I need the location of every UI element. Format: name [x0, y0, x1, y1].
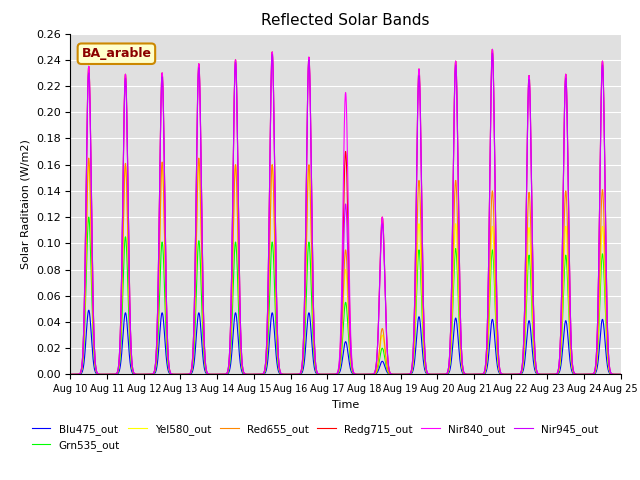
- Nir840_out: [575, 372, 583, 377]
- Redg715_out: [575, 372, 583, 377]
- Nir945_out: [470, 372, 477, 377]
- Nir945_out: [360, 372, 368, 377]
- Yel580_out: [470, 372, 477, 377]
- Red655_out: [68, 372, 76, 377]
- Yel580_out: [617, 372, 625, 377]
- Nir945_out: [488, 50, 496, 56]
- Blu475_out: [85, 307, 93, 313]
- Yel580_out: [353, 372, 360, 377]
- Grn535_out: [575, 372, 583, 377]
- Redg715_out: [248, 372, 255, 377]
- Grn535_out: [421, 364, 429, 370]
- Line: Blu475_out: Blu475_out: [70, 310, 621, 374]
- Grn535_out: [353, 372, 360, 377]
- Nir945_out: [67, 372, 74, 377]
- Yel580_out: [67, 372, 74, 377]
- Yel580_out: [421, 362, 429, 368]
- Blu475_out: [67, 372, 74, 377]
- Yel580_out: [68, 372, 76, 377]
- Nir840_out: [67, 372, 74, 377]
- Redg715_out: [470, 372, 477, 377]
- Grn535_out: [470, 372, 477, 377]
- Redg715_out: [360, 372, 368, 377]
- Nir840_out: [421, 351, 429, 357]
- Blu475_out: [575, 372, 583, 377]
- Line: Redg715_out: Redg715_out: [70, 49, 621, 374]
- Blu475_out: [360, 372, 368, 377]
- Grn535_out: [617, 372, 625, 377]
- Nir840_out: [617, 372, 625, 377]
- Line: Red655_out: Red655_out: [70, 158, 621, 374]
- Grn535_out: [248, 372, 255, 377]
- Yel580_out: [85, 162, 93, 168]
- Nir945_out: [617, 372, 625, 377]
- Nir945_out: [353, 372, 360, 377]
- Red655_out: [353, 372, 360, 377]
- Title: Reflected Solar Bands: Reflected Solar Bands: [261, 13, 430, 28]
- Blu475_out: [470, 372, 477, 377]
- Redg715_out: [421, 351, 429, 357]
- Red655_out: [248, 372, 255, 377]
- Yel580_out: [575, 372, 583, 377]
- Blu475_out: [248, 372, 255, 377]
- Yel580_out: [360, 372, 368, 377]
- Blu475_out: [617, 372, 625, 377]
- Grn535_out: [68, 372, 76, 377]
- Grn535_out: [85, 214, 93, 220]
- Legend: Blu475_out, Grn535_out, Yel580_out, Red655_out, Redg715_out, Nir840_out, Nir945_: Blu475_out, Grn535_out, Yel580_out, Red6…: [31, 424, 598, 451]
- Line: Grn535_out: Grn535_out: [70, 217, 621, 374]
- Blu475_out: [353, 372, 360, 377]
- Red655_out: [421, 360, 429, 365]
- Nir840_out: [360, 372, 368, 377]
- Nir945_out: [68, 372, 76, 377]
- Nir840_out: [353, 372, 360, 377]
- Red655_out: [470, 372, 477, 377]
- Nir840_out: [488, 47, 496, 52]
- Yel580_out: [248, 372, 255, 377]
- Redg715_out: [67, 372, 74, 377]
- Red655_out: [617, 372, 625, 377]
- Red655_out: [360, 372, 368, 377]
- Redg715_out: [68, 372, 76, 377]
- Nir840_out: [248, 372, 255, 377]
- Redg715_out: [353, 372, 360, 377]
- Text: BA_arable: BA_arable: [81, 47, 152, 60]
- Grn535_out: [67, 372, 74, 377]
- Nir945_out: [421, 351, 429, 357]
- Line: Yel580_out: Yel580_out: [70, 165, 621, 374]
- Blu475_out: [421, 368, 429, 373]
- Grn535_out: [360, 372, 368, 377]
- Nir945_out: [248, 372, 255, 377]
- Red655_out: [575, 372, 583, 377]
- Line: Nir840_out: Nir840_out: [70, 49, 621, 374]
- Blu475_out: [68, 372, 76, 377]
- Redg715_out: [488, 47, 496, 52]
- Line: Nir945_out: Nir945_out: [70, 53, 621, 374]
- Redg715_out: [617, 372, 625, 377]
- Red655_out: [67, 372, 74, 377]
- Nir840_out: [68, 372, 76, 377]
- Y-axis label: Solar Raditaion (W/m2): Solar Raditaion (W/m2): [20, 139, 30, 269]
- Nir945_out: [575, 372, 583, 377]
- Nir840_out: [470, 372, 477, 377]
- Red655_out: [85, 155, 93, 161]
- X-axis label: Time: Time: [332, 400, 359, 409]
